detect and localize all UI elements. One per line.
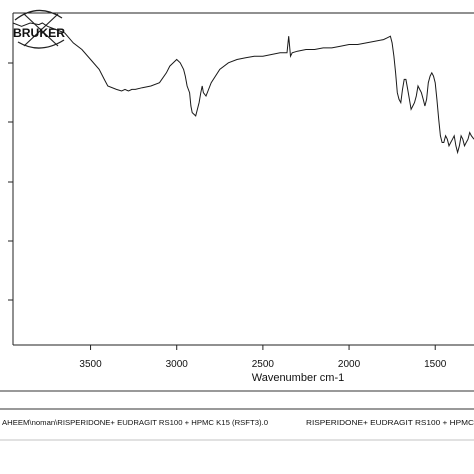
footer-file-path: AHEEM\noman\RISPERIDONE+ EUDRAGIT RS100 … (2, 418, 268, 427)
x-tick-label: 2000 (338, 359, 361, 370)
footer-sample-name: RISPERIDONE+ EUDRAGIT RS100 + HPMC (306, 418, 474, 427)
x-axis-ticks: 3500 3000 2500 2000 1500 (79, 345, 447, 370)
x-tick-label: 1500 (424, 359, 447, 370)
logo-swoosh-top (14, 9, 63, 21)
x-axis-title: Wavenumber cm-1 (252, 372, 345, 384)
x-tick-label: 2500 (252, 359, 275, 370)
logo-cross-b (23, 13, 59, 47)
bruker-logo: BRUKER (13, 9, 65, 49)
y-axis-ticks (8, 62, 13, 301)
logo-text: BRUKER (13, 26, 65, 40)
series-line-spectrum (12, 22, 474, 155)
x-tick-label: 3000 (166, 359, 189, 370)
logo-swoosh-bottom (17, 39, 65, 49)
x-tick-label: 3500 (79, 359, 102, 370)
